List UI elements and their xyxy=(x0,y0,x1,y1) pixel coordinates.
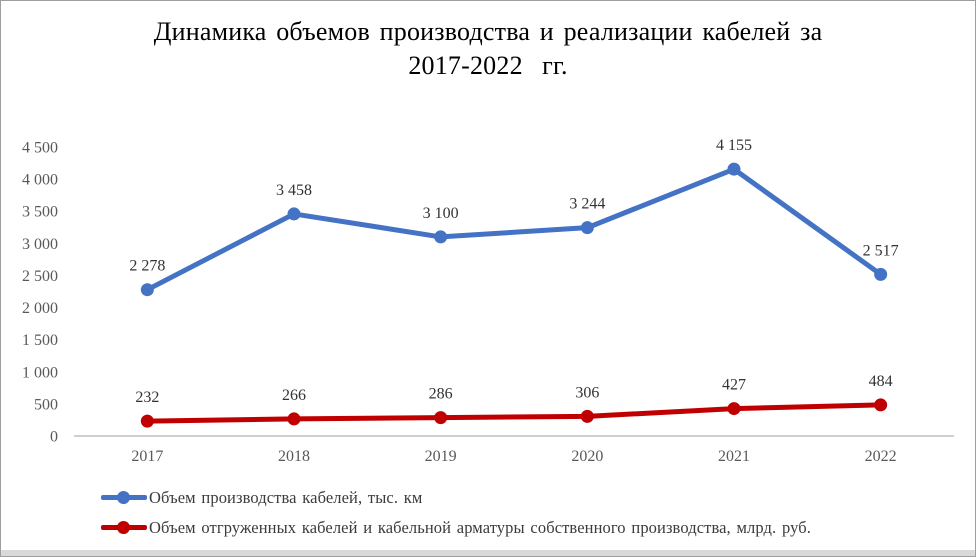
x-tick-label: 2019 xyxy=(425,448,457,465)
data-label: 2 517 xyxy=(863,242,899,259)
data-label: 306 xyxy=(575,384,599,401)
legend-marker-icon xyxy=(101,490,147,504)
y-tick-label: 1 000 xyxy=(22,364,58,381)
chart-legend: Объем производства кабелей, тыс. км Объем… xyxy=(101,487,811,537)
data-label: 3 458 xyxy=(276,182,312,199)
x-tick-label: 2021 xyxy=(718,448,750,465)
data-point xyxy=(140,414,154,428)
legend-item: Объем отгруженных кабелей и кабельной ар… xyxy=(101,517,811,537)
data-point xyxy=(287,412,301,426)
data-label: 266 xyxy=(282,387,306,404)
series-line-0 xyxy=(144,166,884,293)
legend-marker-icon xyxy=(101,520,147,534)
chart-title-line-1: Динамика объемов производства и реализац… xyxy=(153,17,823,46)
y-tick-label: 1 500 xyxy=(22,332,58,349)
data-point xyxy=(434,411,448,425)
series-line-1 xyxy=(144,402,884,424)
data-point xyxy=(287,207,301,221)
x-tick-label: 2018 xyxy=(278,448,310,465)
data-point xyxy=(727,402,741,416)
y-tick-label: 4 000 xyxy=(22,172,58,189)
y-tick-label: 0 xyxy=(50,429,58,446)
data-point xyxy=(580,409,594,423)
data-label: 3 100 xyxy=(423,205,459,222)
x-tick-label: 2020 xyxy=(571,448,603,465)
chart-title: Динамика объемов производства и реализац… xyxy=(1,15,975,83)
data-point xyxy=(434,230,448,244)
data-label: 232 xyxy=(135,389,159,406)
data-label: 286 xyxy=(429,386,453,403)
data-point xyxy=(727,162,741,176)
y-tick-label: 500 xyxy=(34,396,58,413)
legend-label: Объем отгруженных кабелей и кабельной ар… xyxy=(149,517,811,537)
y-tick-label: 4 500 xyxy=(22,140,58,157)
data-label: 2 278 xyxy=(129,258,165,275)
x-tick-label: 2022 xyxy=(865,448,897,465)
data-label: 427 xyxy=(722,377,746,394)
y-tick-label: 3 500 xyxy=(22,204,58,221)
legend-dot-icon xyxy=(117,490,130,504)
data-point xyxy=(140,283,154,297)
data-label: 3 244 xyxy=(569,196,605,213)
y-tick-label: 3 000 xyxy=(22,236,58,253)
bottom-strip xyxy=(1,550,975,556)
legend-dot-icon xyxy=(117,520,130,534)
legend-item: Объем производства кабелей, тыс. км xyxy=(101,487,811,507)
data-label: 484 xyxy=(869,373,893,390)
data-point xyxy=(580,221,594,235)
y-tick-label: 2 000 xyxy=(22,300,58,317)
legend-label: Объем производства кабелей, тыс. км xyxy=(149,487,423,507)
y-tick-label: 2 500 xyxy=(22,268,58,285)
chart-title-line-2: 2017-2022 гг. xyxy=(408,51,568,80)
data-label: 4 155 xyxy=(716,137,752,154)
data-point xyxy=(874,398,888,412)
data-point xyxy=(874,267,888,281)
x-tick-label: 2017 xyxy=(131,448,163,465)
